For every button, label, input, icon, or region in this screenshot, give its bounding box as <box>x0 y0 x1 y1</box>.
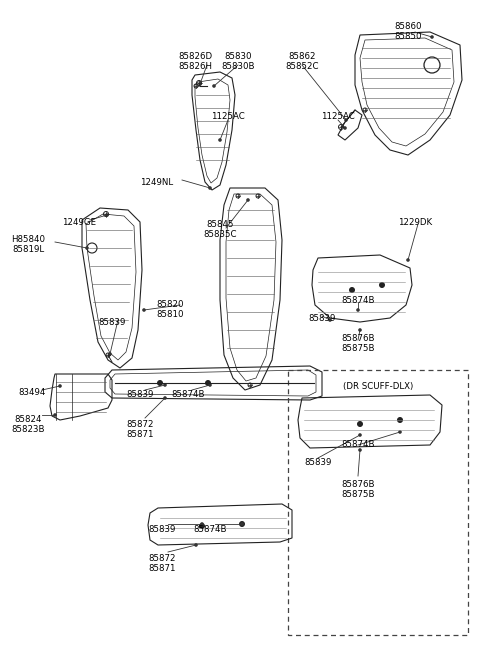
Text: 85824
85823B: 85824 85823B <box>11 415 45 434</box>
Circle shape <box>328 318 332 322</box>
Circle shape <box>240 522 244 526</box>
Circle shape <box>199 523 205 529</box>
Circle shape <box>200 522 204 526</box>
Circle shape <box>379 282 385 288</box>
Circle shape <box>194 543 198 547</box>
Circle shape <box>349 287 355 293</box>
Text: 85830
85830B: 85830 85830B <box>221 52 255 72</box>
Circle shape <box>218 138 222 142</box>
Text: 85874B: 85874B <box>341 296 375 305</box>
Text: 83494: 83494 <box>18 388 46 397</box>
Circle shape <box>198 82 202 86</box>
Circle shape <box>58 384 62 388</box>
Circle shape <box>205 380 211 386</box>
Circle shape <box>343 126 347 130</box>
Text: 1125AC: 1125AC <box>321 112 355 121</box>
Text: 85839: 85839 <box>98 318 126 327</box>
Text: 85839: 85839 <box>308 314 336 323</box>
Circle shape <box>108 352 112 356</box>
Text: 85839: 85839 <box>148 525 176 534</box>
Text: 85872
85871: 85872 85871 <box>126 420 154 440</box>
Text: 85862
85852C: 85862 85852C <box>285 52 319 72</box>
Circle shape <box>105 213 109 216</box>
Text: 85874B: 85874B <box>193 525 227 534</box>
Circle shape <box>357 421 363 427</box>
Circle shape <box>208 186 212 190</box>
Text: 1249NL: 1249NL <box>140 178 173 187</box>
Text: 85820
85810: 85820 85810 <box>156 300 184 319</box>
Text: 1229DK: 1229DK <box>398 218 432 227</box>
Circle shape <box>212 84 216 88</box>
Text: 85839: 85839 <box>304 458 332 467</box>
Circle shape <box>358 448 362 452</box>
Text: 85872
85871: 85872 85871 <box>148 554 176 573</box>
Circle shape <box>358 328 362 332</box>
Circle shape <box>208 383 212 387</box>
Circle shape <box>142 308 146 312</box>
Text: 85876B
85875B: 85876B 85875B <box>341 334 375 354</box>
Circle shape <box>430 35 434 39</box>
Text: 85845
85835C: 85845 85835C <box>203 220 237 239</box>
Text: H85840
85819L: H85840 85819L <box>11 235 45 255</box>
Circle shape <box>163 383 167 387</box>
Text: 85874B: 85874B <box>341 440 375 449</box>
Circle shape <box>246 198 250 202</box>
Text: 85860
85850: 85860 85850 <box>394 22 422 41</box>
Circle shape <box>406 258 410 262</box>
Circle shape <box>157 380 163 386</box>
Text: 1125AC: 1125AC <box>211 112 245 121</box>
Circle shape <box>163 396 167 400</box>
Circle shape <box>398 430 402 434</box>
Text: 1249GE: 1249GE <box>62 218 96 227</box>
Text: 85826D
85826H: 85826D 85826H <box>178 52 212 72</box>
Text: 85839: 85839 <box>126 390 154 399</box>
Circle shape <box>53 413 57 417</box>
Circle shape <box>344 118 348 122</box>
Text: (DR SCUFF-DLX): (DR SCUFF-DLX) <box>343 382 413 391</box>
Circle shape <box>239 521 245 527</box>
Circle shape <box>356 308 360 312</box>
Circle shape <box>358 433 362 437</box>
Circle shape <box>85 246 89 250</box>
Bar <box>288 370 468 635</box>
Text: 85874B: 85874B <box>171 390 205 399</box>
Circle shape <box>397 417 403 423</box>
Text: 85876B
85875B: 85876B 85875B <box>341 480 375 499</box>
